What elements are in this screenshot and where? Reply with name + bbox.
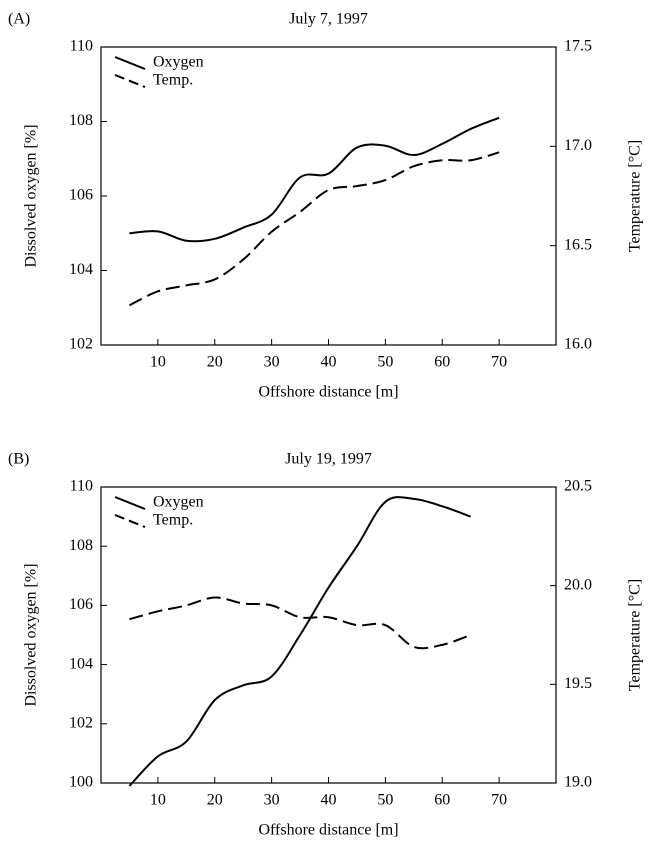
x-tick-label: 70	[491, 792, 507, 809]
y-tick-label: 108	[69, 537, 93, 554]
x-tick-label: 50	[377, 354, 393, 371]
plot-frame	[100, 46, 557, 346]
x-axis-label: Offshore distance [m]	[258, 822, 398, 839]
data-line	[128, 151, 500, 307]
y-axis-label: Dissolved oxygen [%]	[23, 563, 40, 706]
y2-axis-label: Temperature [°C]	[627, 579, 644, 691]
plot-frame	[100, 486, 557, 784]
legend-swatch	[114, 496, 146, 510]
y2-tick-label: 17.5	[564, 38, 592, 55]
x-tick-label: 40	[321, 354, 337, 371]
y-tick-label: 104	[69, 655, 93, 672]
x-tick-label: 30	[264, 354, 280, 371]
y2-tick-label: 20.0	[564, 576, 592, 593]
legend-label: Oxygen	[153, 494, 204, 511]
y-tick-label: 106	[69, 187, 93, 204]
y-axis-label: Dissolved oxygen [%]	[23, 124, 40, 267]
y-tick-label: 104	[69, 261, 93, 278]
legend-label: Temp.	[153, 72, 193, 89]
chart-title: July 19, 1997	[285, 451, 372, 468]
y-tick-label: 100	[69, 774, 93, 791]
x-tick-label: 60	[434, 354, 450, 371]
x-tick-label: 50	[377, 792, 393, 809]
panel-label: (B)	[8, 451, 29, 468]
y2-tick-label: 17.0	[564, 137, 592, 154]
x-tick-label: 10	[150, 792, 166, 809]
panel-label: (A)	[8, 11, 30, 28]
y-tick-label: 110	[70, 478, 93, 495]
legend-swatch	[114, 514, 146, 528]
legend-swatch	[114, 74, 146, 88]
legend-swatch	[114, 56, 146, 70]
data-line	[128, 496, 472, 787]
y2-tick-label: 16.0	[564, 336, 592, 353]
legend-label: Temp.	[153, 512, 193, 529]
x-tick-label: 70	[491, 354, 507, 371]
y-tick-label: 108	[69, 112, 93, 129]
y2-tick-label: 19.5	[564, 675, 592, 692]
y2-tick-label: 20.5	[564, 478, 592, 495]
x-tick-label: 60	[434, 792, 450, 809]
y-tick-label: 110	[70, 38, 93, 55]
x-tick-label: 20	[207, 792, 223, 809]
y2-axis-label: Temperature [°C]	[627, 140, 644, 252]
x-tick-label: 40	[321, 792, 337, 809]
y-tick-label: 102	[69, 336, 93, 353]
y2-tick-label: 16.5	[564, 236, 592, 253]
y-tick-label: 106	[69, 596, 93, 613]
legend-label: Oxygen	[153, 54, 204, 71]
data-line	[129, 596, 472, 650]
x-tick-label: 20	[207, 354, 223, 371]
y-tick-label: 102	[69, 714, 93, 731]
x-tick-label: 30	[264, 792, 280, 809]
chart-title: July 7, 1997	[289, 11, 368, 28]
x-axis-label: Offshore distance [m]	[258, 384, 398, 401]
data-line	[129, 116, 500, 243]
y2-tick-label: 19.0	[564, 774, 592, 791]
x-tick-label: 10	[150, 354, 166, 371]
